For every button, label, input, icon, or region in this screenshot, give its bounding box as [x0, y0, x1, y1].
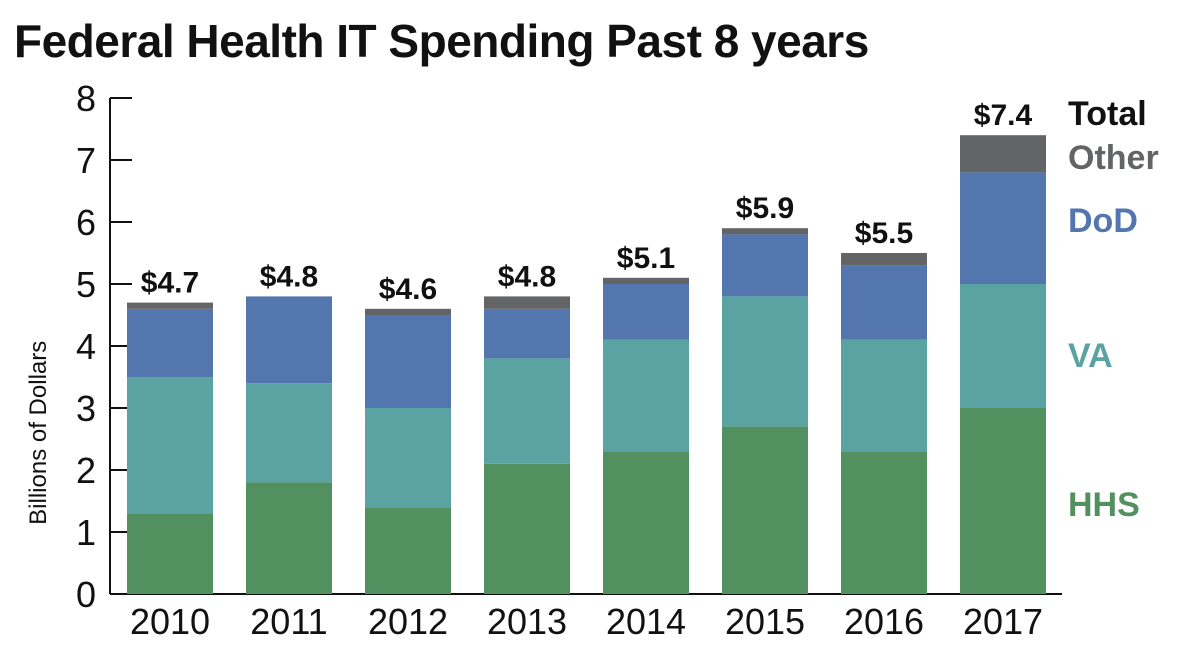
total-data-label: $5.1 — [617, 242, 675, 275]
y-tick-label: 3 — [76, 388, 96, 429]
bar-segment-other — [365, 308, 451, 315]
bar-segment-va — [127, 377, 213, 514]
total-data-label: $4.8 — [260, 260, 318, 293]
bar-segment-other — [603, 277, 689, 284]
total-data-label: $5.5 — [855, 217, 913, 250]
x-tick-label: 2015 — [725, 601, 805, 642]
x-tick-label: 2016 — [844, 601, 924, 642]
bar-segment-hhs — [841, 451, 927, 594]
total-data-label: $5.9 — [736, 192, 794, 225]
legend-dod: DoD — [1068, 202, 1138, 240]
y-tick-label: 1 — [76, 512, 96, 553]
y-tick-label: 4 — [76, 326, 96, 367]
bar-segment-va — [960, 284, 1046, 408]
total-data-label: $4.7 — [141, 267, 199, 300]
chart-title: Federal Health IT Spending Past 8 years — [14, 15, 869, 67]
bar-segment-va — [603, 339, 689, 452]
legend: Total HHS VA DoD Other — [1068, 95, 1159, 524]
bar-segment-va — [365, 408, 451, 508]
x-tick-label: 2014 — [606, 601, 686, 642]
legend-va: VA — [1068, 337, 1113, 375]
bar-segment-hhs — [246, 482, 332, 594]
bar-segment-hhs — [127, 513, 213, 594]
bar-segment-hhs — [484, 463, 570, 594]
bar-segment-dod — [603, 284, 689, 340]
bar-segment-hhs — [365, 507, 451, 594]
bar-segment-other — [722, 228, 808, 235]
bar-segment-other — [960, 135, 1046, 173]
legend-hhs: HHS — [1068, 486, 1140, 524]
bars — [127, 135, 1046, 594]
bar-segment-va — [722, 296, 808, 427]
bar-segment-va — [484, 358, 570, 464]
labels: 2010 $4.7 2011 $4.8 2012 $4.6 2013 $4.8 2014 $5.1… — [130, 99, 1043, 642]
bar-segment-dod — [127, 308, 213, 377]
y-tick-label: 0 — [76, 574, 96, 615]
y-tick-label: 6 — [76, 202, 96, 243]
bar-segment-other — [484, 296, 570, 309]
bar-segment-hhs — [603, 451, 689, 594]
bar-segment-dod — [960, 172, 1046, 284]
x-tick-label: 2011 — [250, 601, 327, 642]
total-data-label: $4.8 — [498, 260, 556, 293]
y-tick-label: 8 — [76, 78, 96, 119]
axes: 0 1 2 3 4 5 6 7 8 Billions of Dollars — [25, 78, 1062, 615]
y-axis-label: Billions of Dollars — [25, 341, 52, 525]
bar-segment-hhs — [960, 408, 1046, 594]
legend-other: Other — [1068, 139, 1159, 177]
bar-segment-dod — [246, 296, 332, 384]
bar-segment-dod — [365, 315, 451, 408]
y-tick-label: 5 — [76, 264, 96, 305]
x-tick-label: 2013 — [487, 601, 567, 642]
total-data-label: $4.6 — [379, 273, 437, 306]
bar-segment-va — [841, 339, 927, 452]
x-tick-label: 2017 — [963, 601, 1043, 642]
bar-segment-other — [127, 302, 213, 309]
bar-segment-dod — [841, 265, 927, 340]
y-tick-label: 7 — [76, 140, 96, 181]
total-data-label: $7.4 — [974, 99, 1033, 132]
bar-segment-dod — [722, 234, 808, 297]
bar-segment-hhs — [722, 426, 808, 594]
y-tick-label: 2 — [76, 450, 96, 491]
x-tick-label: 2010 — [130, 601, 210, 642]
bar-segment-other — [841, 253, 927, 266]
bar-segment-va — [246, 383, 332, 483]
legend-total: Total — [1068, 95, 1147, 133]
x-tick-label: 2012 — [368, 601, 448, 642]
bar-segment-dod — [484, 308, 570, 359]
